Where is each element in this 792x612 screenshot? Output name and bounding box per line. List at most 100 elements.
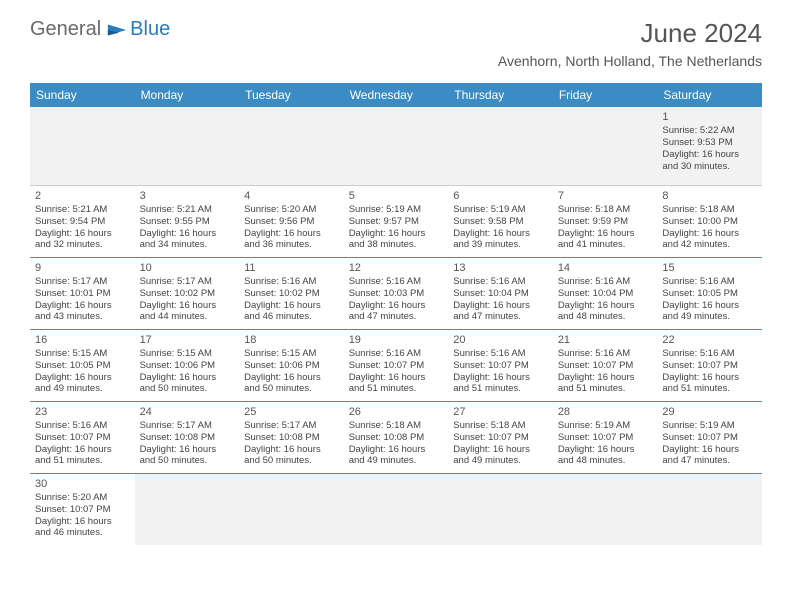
day-number: 16 (35, 333, 130, 347)
brand-part1: General (30, 18, 101, 41)
calendar-cell (135, 473, 240, 545)
calendar-cell: 30Sunrise: 5:20 AMSunset: 10:07 PMDaylig… (30, 473, 135, 545)
calendar-row: 30Sunrise: 5:20 AMSunset: 10:07 PMDaylig… (30, 473, 762, 545)
calendar-cell: 16Sunrise: 5:15 AMSunset: 10:05 PMDaylig… (30, 329, 135, 401)
day-number: 24 (140, 405, 235, 419)
calendar-cell (657, 473, 762, 545)
calendar-cell: 5Sunrise: 5:19 AMSunset: 9:57 PMDaylight… (344, 185, 449, 257)
calendar-cell (553, 107, 658, 185)
day-number: 15 (662, 261, 757, 275)
day-info: Sunrise: 5:16 AMSunset: 10:04 PMDaylight… (453, 276, 548, 324)
day-number: 2 (35, 189, 130, 203)
calendar-cell: 13Sunrise: 5:16 AMSunset: 10:04 PMDaylig… (448, 257, 553, 329)
calendar-cell: 1Sunrise: 5:22 AMSunset: 9:53 PMDaylight… (657, 107, 762, 185)
day-info: Sunrise: 5:20 AMSunset: 10:07 PMDaylight… (35, 492, 130, 540)
day-number: 1 (662, 110, 757, 124)
calendar-cell (135, 107, 240, 185)
day-number: 5 (349, 189, 444, 203)
calendar-cell: 18Sunrise: 5:15 AMSunset: 10:06 PMDaylig… (239, 329, 344, 401)
calendar-cell: 17Sunrise: 5:15 AMSunset: 10:06 PMDaylig… (135, 329, 240, 401)
day-number: 4 (244, 189, 339, 203)
calendar-cell: 22Sunrise: 5:16 AMSunset: 10:07 PMDaylig… (657, 329, 762, 401)
day-info: Sunrise: 5:16 AMSunset: 10:05 PMDaylight… (662, 276, 757, 324)
day-info: Sunrise: 5:19 AMSunset: 10:07 PMDaylight… (662, 420, 757, 468)
page-header: General Blue June 2024 Avenhorn, North H… (0, 0, 792, 75)
day-number: 21 (558, 333, 653, 347)
calendar-cell: 26Sunrise: 5:18 AMSunset: 10:08 PMDaylig… (344, 401, 449, 473)
calendar-cell: 27Sunrise: 5:18 AMSunset: 10:07 PMDaylig… (448, 401, 553, 473)
weekday-header: Sunday (30, 83, 135, 107)
calendar-cell: 25Sunrise: 5:17 AMSunset: 10:08 PMDaylig… (239, 401, 344, 473)
calendar-body: 1Sunrise: 5:22 AMSunset: 9:53 PMDaylight… (30, 107, 762, 545)
day-number: 23 (35, 405, 130, 419)
day-number: 3 (140, 189, 235, 203)
day-info: Sunrise: 5:17 AMSunset: 10:01 PMDaylight… (35, 276, 130, 324)
calendar-row: 2Sunrise: 5:21 AMSunset: 9:54 PMDaylight… (30, 185, 762, 257)
day-info: Sunrise: 5:16 AMSunset: 10:07 PMDaylight… (453, 348, 548, 396)
day-info: Sunrise: 5:18 AMSunset: 10:07 PMDaylight… (453, 420, 548, 468)
day-number: 13 (453, 261, 548, 275)
calendar-cell: 28Sunrise: 5:19 AMSunset: 10:07 PMDaylig… (553, 401, 658, 473)
calendar-cell: 4Sunrise: 5:20 AMSunset: 9:56 PMDaylight… (239, 185, 344, 257)
day-number: 22 (662, 333, 757, 347)
day-info: Sunrise: 5:18 AMSunset: 10:00 PMDaylight… (662, 204, 757, 252)
day-info: Sunrise: 5:19 AMSunset: 9:58 PMDaylight:… (453, 204, 548, 252)
day-info: Sunrise: 5:22 AMSunset: 9:53 PMDaylight:… (662, 125, 757, 173)
calendar-cell: 20Sunrise: 5:16 AMSunset: 10:07 PMDaylig… (448, 329, 553, 401)
day-number: 10 (140, 261, 235, 275)
month-title: June 2024 (498, 18, 762, 49)
calendar-row: 1Sunrise: 5:22 AMSunset: 9:53 PMDaylight… (30, 107, 762, 185)
calendar-cell: 12Sunrise: 5:16 AMSunset: 10:03 PMDaylig… (344, 257, 449, 329)
day-number: 12 (349, 261, 444, 275)
day-info: Sunrise: 5:18 AMSunset: 9:59 PMDaylight:… (558, 204, 653, 252)
calendar-cell (448, 473, 553, 545)
day-info: Sunrise: 5:16 AMSunset: 10:04 PMDaylight… (558, 276, 653, 324)
day-number: 28 (558, 405, 653, 419)
calendar-row: 9Sunrise: 5:17 AMSunset: 10:01 PMDayligh… (30, 257, 762, 329)
day-info: Sunrise: 5:19 AMSunset: 9:57 PMDaylight:… (349, 204, 444, 252)
calendar-cell: 2Sunrise: 5:21 AMSunset: 9:54 PMDaylight… (30, 185, 135, 257)
day-info: Sunrise: 5:17 AMSunset: 10:02 PMDaylight… (140, 276, 235, 324)
day-number: 29 (662, 405, 757, 419)
calendar-cell (448, 107, 553, 185)
calendar-cell: 19Sunrise: 5:16 AMSunset: 10:07 PMDaylig… (344, 329, 449, 401)
calendar-cell: 6Sunrise: 5:19 AMSunset: 9:58 PMDaylight… (448, 185, 553, 257)
calendar-cell: 7Sunrise: 5:18 AMSunset: 9:59 PMDaylight… (553, 185, 658, 257)
weekday-header: Saturday (657, 83, 762, 107)
weekday-header: Tuesday (239, 83, 344, 107)
day-info: Sunrise: 5:21 AMSunset: 9:54 PMDaylight:… (35, 204, 130, 252)
title-block: June 2024 Avenhorn, North Holland, The N… (498, 18, 762, 69)
calendar-row: 16Sunrise: 5:15 AMSunset: 10:05 PMDaylig… (30, 329, 762, 401)
brand-part2: Blue (130, 18, 170, 41)
day-number: 6 (453, 189, 548, 203)
calendar-cell (344, 473, 449, 545)
day-number: 27 (453, 405, 548, 419)
day-number: 14 (558, 261, 653, 275)
brand-logo: General Blue (30, 18, 170, 41)
day-info: Sunrise: 5:16 AMSunset: 10:07 PMDaylight… (558, 348, 653, 396)
day-info: Sunrise: 5:15 AMSunset: 10:05 PMDaylight… (35, 348, 130, 396)
day-info: Sunrise: 5:15 AMSunset: 10:06 PMDaylight… (244, 348, 339, 396)
day-number: 25 (244, 405, 339, 419)
calendar-cell: 21Sunrise: 5:16 AMSunset: 10:07 PMDaylig… (553, 329, 658, 401)
day-info: Sunrise: 5:16 AMSunset: 10:02 PMDaylight… (244, 276, 339, 324)
calendar-cell: 29Sunrise: 5:19 AMSunset: 10:07 PMDaylig… (657, 401, 762, 473)
calendar-cell (553, 473, 658, 545)
day-number: 11 (244, 261, 339, 275)
day-info: Sunrise: 5:16 AMSunset: 10:07 PMDaylight… (35, 420, 130, 468)
calendar-cell: 3Sunrise: 5:21 AMSunset: 9:55 PMDaylight… (135, 185, 240, 257)
weekday-header: Wednesday (344, 83, 449, 107)
calendar-cell (239, 473, 344, 545)
location-text: Avenhorn, North Holland, The Netherlands (498, 53, 762, 69)
day-info: Sunrise: 5:15 AMSunset: 10:06 PMDaylight… (140, 348, 235, 396)
day-info: Sunrise: 5:16 AMSunset: 10:07 PMDaylight… (662, 348, 757, 396)
calendar-cell: 8Sunrise: 5:18 AMSunset: 10:00 PMDayligh… (657, 185, 762, 257)
weekday-header: Friday (553, 83, 658, 107)
day-info: Sunrise: 5:16 AMSunset: 10:03 PMDaylight… (349, 276, 444, 324)
day-info: Sunrise: 5:16 AMSunset: 10:07 PMDaylight… (349, 348, 444, 396)
weekday-header-row: Sunday Monday Tuesday Wednesday Thursday… (30, 83, 762, 107)
calendar-cell: 23Sunrise: 5:16 AMSunset: 10:07 PMDaylig… (30, 401, 135, 473)
day-info: Sunrise: 5:21 AMSunset: 9:55 PMDaylight:… (140, 204, 235, 252)
day-number: 8 (662, 189, 757, 203)
calendar-cell: 9Sunrise: 5:17 AMSunset: 10:01 PMDayligh… (30, 257, 135, 329)
